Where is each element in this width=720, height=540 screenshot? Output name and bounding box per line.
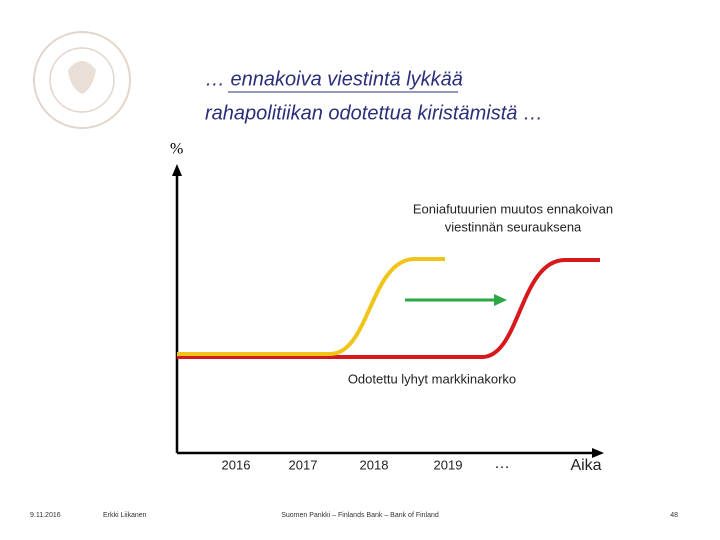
logo xyxy=(33,31,131,129)
baseline-label: Odotettu lyhyt markkinakorko xyxy=(348,371,516,386)
y-axis-arrow xyxy=(172,164,182,176)
red-curve xyxy=(177,258,600,359)
annotation-line: viestinnän seurauksena xyxy=(445,219,582,234)
x-axis-label: Aika xyxy=(570,457,601,474)
x-label: 2016 xyxy=(222,457,251,472)
annotation-line: Eoniafutuurien muutos ennakoivan xyxy=(413,201,613,216)
title-line: rahapolitiikan odotettua kiristämistä … xyxy=(205,102,543,124)
x-axis-arrow xyxy=(592,448,604,458)
page-number: 48 xyxy=(670,512,678,519)
yellow-curve xyxy=(177,257,445,356)
footer-org: Suomen Pankki – Finlands Bank – Bank of … xyxy=(281,512,439,519)
title-line: … ennakoiva viestintä lykkää xyxy=(205,68,463,90)
x-label: … xyxy=(494,455,510,472)
footer-date: 9.11.2016 xyxy=(30,512,61,519)
footer-author: Erkki Liikanen xyxy=(103,512,147,519)
x-label: 2017 xyxy=(289,457,318,472)
y-axis-label: % xyxy=(170,141,183,158)
x-label: 2018 xyxy=(360,457,389,472)
x-label: 2019 xyxy=(434,457,463,472)
shift-arrowhead xyxy=(494,294,507,306)
